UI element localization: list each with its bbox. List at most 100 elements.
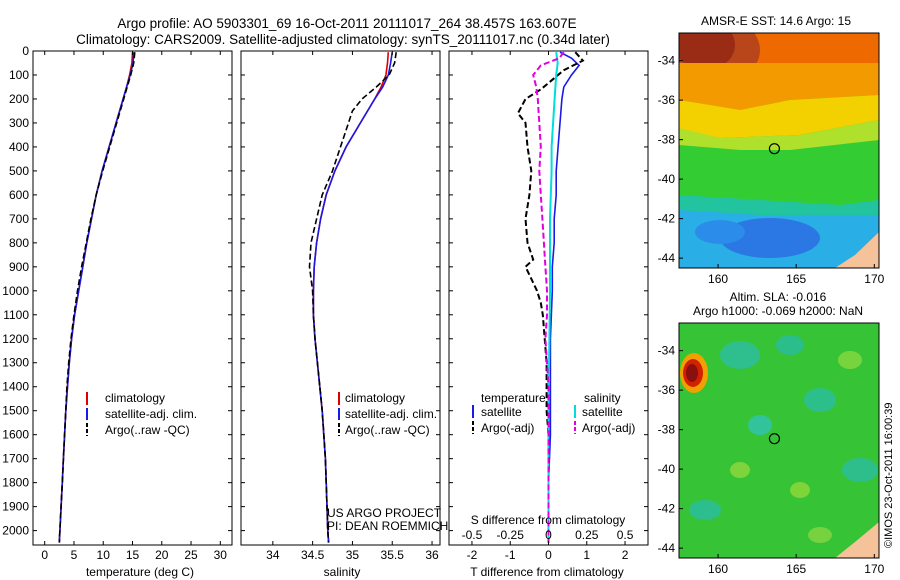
salinity-legend: climatology satellite-adj. clim. Argo(..… — [338, 391, 437, 437]
sla-map-panel: Altim. SLA: -0.016 Argo h1000: -0.069 h2… — [658, 290, 885, 576]
y-tick-label: 800 — [9, 236, 29, 250]
map-x-tick-label: 160 — [708, 272, 728, 286]
figure-title-line1: Argo profile: AO 5903301_69 16-Oct-2011 … — [117, 16, 576, 31]
x-tick-label: 0 — [41, 548, 48, 562]
y-tick-label: 200 — [9, 92, 29, 106]
map-y-tick-label: -34 — [658, 344, 676, 358]
series-line-argo-adj--salinity — [532, 51, 565, 543]
legend-label-t-satellite: satellite — [481, 405, 522, 419]
map-y-tick-label: -44 — [658, 251, 676, 265]
temperature-xlabel: temperature (deg C) — [86, 565, 194, 579]
figure-title-line2: Climatology: CARS2009. Satellite-adjuste… — [76, 32, 610, 47]
series-line-climatology — [312, 52, 390, 543]
map-x-tick-label: 170 — [864, 562, 884, 576]
map-y-tick-label: -40 — [658, 462, 676, 476]
x-tick-label: -1 — [505, 548, 516, 562]
pi-credit: PI: DEAN ROEMMICH — [327, 519, 448, 533]
y-tick-label: 100 — [9, 68, 29, 82]
map-x-tick-label: 165 — [786, 562, 806, 576]
x-tick-label: 20 — [155, 548, 169, 562]
legend-label-satellite: satellite-adj. clim. — [345, 407, 437, 421]
salinity-axes-frame — [240, 50, 441, 546]
y-tick-label: 700 — [9, 212, 29, 226]
x-tick-label: 1 — [583, 548, 590, 562]
land-mass — [835, 522, 879, 558]
argo-position-marker — [768, 143, 781, 155]
map-y-tick-label: -40 — [658, 172, 676, 186]
sst-heatmap — [679, 33, 879, 268]
legend-label-argo: Argo(..raw -QC) — [345, 423, 430, 437]
y-tick-label: 1400 — [2, 380, 29, 394]
y-tick-label: 1900 — [2, 500, 29, 514]
y-tick-label: 2000 — [2, 524, 29, 538]
temperature-panel: 0 5 10 15 20 25 30 0 100 200 300 400 500 600 700 800 90… — [2, 44, 233, 579]
map-y-tick-label: -38 — [658, 423, 676, 437]
map-y-tick-label: -42 — [658, 502, 676, 516]
legend-header-salinity: salinity — [584, 391, 621, 405]
y-tick-label: 1500 — [2, 404, 29, 418]
x-tick-label: 34.5 — [301, 548, 325, 562]
legend-label-s-satellite: satellite — [582, 405, 623, 419]
legend-label-argo: Argo(..raw -QC) — [105, 423, 190, 437]
x-tick-label: 25 — [184, 548, 198, 562]
map-y-tick-label: -42 — [658, 212, 676, 226]
x-tick-label: 0 — [545, 548, 552, 562]
y-tick-label: 1800 — [2, 476, 29, 490]
map-y-tick-label: -36 — [658, 383, 676, 397]
map-y-tick-label: -38 — [658, 133, 676, 147]
series-line-satellite-temperature — [547, 51, 581, 543]
map-y-tick-label: -36 — [658, 93, 676, 107]
x-tick-label: 2 — [622, 548, 629, 562]
sst-map-panel: AMSR-E SST: 14.6 Argo: 15 160 165 170 -34 -… — [658, 14, 885, 286]
difference-legend: temperature salinity satellite Argo(-adj… — [472, 391, 635, 435]
map-y-tick-label: -34 — [658, 54, 676, 68]
x-tick-label: 34 — [266, 548, 280, 562]
s-tick-label: -0.5 — [462, 528, 483, 542]
t-difference-xlabel: T difference from climatology — [470, 565, 624, 579]
map-x-tick-label: 165 — [786, 272, 806, 286]
s-tick-label: 0.5 — [617, 528, 634, 542]
y-tick-label: 0 — [22, 44, 29, 58]
project-credit: US ARGO PROJECT — [327, 506, 442, 520]
sla-map-title-line1: Altim. SLA: -0.016 — [730, 290, 827, 304]
sla-map-frame — [678, 322, 880, 559]
map-y-tick-label: -44 — [658, 541, 676, 555]
argo-position-marker — [768, 433, 781, 445]
x-tick-label: -2 — [467, 548, 478, 562]
y-tick-label: 1700 — [2, 452, 29, 466]
land-mass — [835, 232, 879, 268]
legend-label-s-argo: Argo(-adj) — [582, 421, 635, 435]
x-tick-label: 30 — [214, 548, 228, 562]
salinity-panel: 34 34.5 35 35.5 36 salinity climatology sate… — [240, 50, 448, 579]
x-tick-label: 36 — [425, 548, 439, 562]
y-tick-label: 1300 — [2, 356, 29, 370]
s-difference-label: S difference from climatology — [471, 513, 626, 527]
s-tick-label: 0 — [545, 528, 552, 542]
y-tick-label: 1000 — [2, 284, 29, 298]
salinity-xlabel: salinity — [324, 565, 361, 579]
y-tick-label: 1200 — [2, 332, 29, 346]
legend-label-t-argo: Argo(-adj) — [481, 421, 534, 435]
series-line-climatology — [58, 52, 134, 543]
sst-map-frame — [678, 32, 880, 269]
s-tick-label: 0.25 — [575, 528, 599, 542]
y-tick-label: 900 — [9, 260, 29, 274]
y-tick-label: 1100 — [3, 308, 29, 322]
temperature-legend: climatology satellite-adj. clim. Argo(..… — [86, 391, 197, 437]
map-x-tick-label: 170 — [864, 272, 884, 286]
y-tick-label: 300 — [9, 116, 29, 130]
difference-panel: -2 -1 0 1 2 -0.5 -0.25 0 0.25 0.5 S difference f… — [448, 50, 649, 579]
series-line-argo-raw-qc- — [58, 52, 136, 543]
y-tick-label: 600 — [9, 188, 29, 202]
x-tick-label: 5 — [71, 548, 78, 562]
y-tick-label: 1600 — [2, 428, 29, 442]
x-tick-label: 10 — [97, 548, 111, 562]
map-x-tick-label: 160 — [708, 562, 728, 576]
series-line-argo-adj--temperature — [516, 51, 585, 543]
sst-map-title: AMSR-E SST: 14.6 Argo: 15 — [701, 14, 851, 28]
x-tick-label: 35.5 — [381, 548, 405, 562]
legend-label-satellite: satellite-adj. clim. — [105, 407, 197, 421]
series-line-argo-raw-qc- — [308, 52, 397, 543]
x-tick-label: 35 — [346, 548, 360, 562]
series-line-satellite-adj-clim- — [58, 52, 135, 543]
